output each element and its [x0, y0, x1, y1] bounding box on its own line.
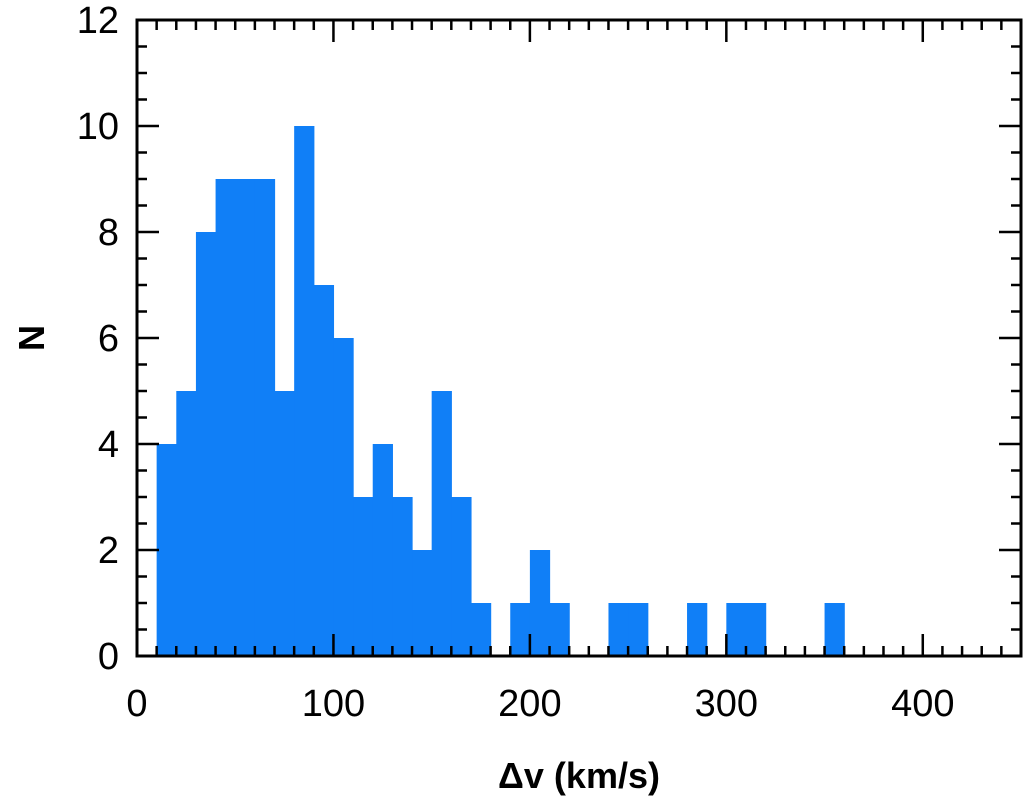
y-tick-label: 8: [98, 212, 119, 254]
histogram-bar: [176, 391, 197, 656]
y-tick-label: 2: [98, 530, 119, 572]
histogram-bar: [195, 232, 217, 656]
histogram-bar: [372, 444, 393, 656]
histogram-bar: [392, 497, 413, 656]
histogram-bar: [510, 603, 531, 656]
histogram-bar: [431, 391, 452, 656]
minor-ticks: [137, 20, 1023, 656]
histogram-bar: [687, 603, 708, 656]
histogram-bar: [353, 497, 374, 656]
histogram-bar: [824, 603, 845, 656]
histogram-bar: [451, 497, 472, 656]
histogram-bar: [412, 550, 433, 656]
y-tick-label: 0: [98, 636, 119, 678]
y-tick-label: 12: [77, 0, 119, 42]
x-tick-labels: 0 100 200 300 400: [126, 683, 954, 725]
histogram-bar: [333, 338, 354, 656]
x-axis-title: Δv (km/s): [498, 755, 660, 796]
histogram-bar: [726, 603, 747, 656]
y-tick-label: 4: [98, 424, 119, 466]
histogram-bar: [294, 126, 315, 656]
histogram-bars: [156, 126, 845, 656]
histogram-bar: [235, 179, 256, 656]
x-tick-label: 100: [302, 683, 365, 725]
y-axis-title: N: [11, 325, 52, 351]
histogram-bar: [254, 179, 276, 656]
histogram-bar: [313, 285, 335, 656]
x-tick-label: 200: [498, 683, 561, 725]
x-tick-label: 0: [126, 683, 147, 725]
histogram-bar: [608, 603, 629, 656]
histogram-bar: [529, 550, 551, 656]
histogram-bar: [745, 603, 767, 656]
plot-frame: [135, 18, 1023, 658]
x-tick-label: 400: [891, 683, 954, 725]
histogram-bar: [628, 603, 649, 656]
histogram-bar: [215, 179, 236, 656]
y-tick-label: 10: [77, 106, 119, 148]
histogram-bar: [470, 603, 492, 656]
histogram-bar: [549, 603, 570, 656]
histogram-bar: [274, 391, 295, 656]
y-tick-label: 6: [98, 318, 119, 360]
x-tick-label: 300: [695, 683, 758, 725]
y-tick-labels: 0 2 4 6 8 10 12: [77, 0, 119, 678]
histogram-bar: [156, 444, 177, 656]
